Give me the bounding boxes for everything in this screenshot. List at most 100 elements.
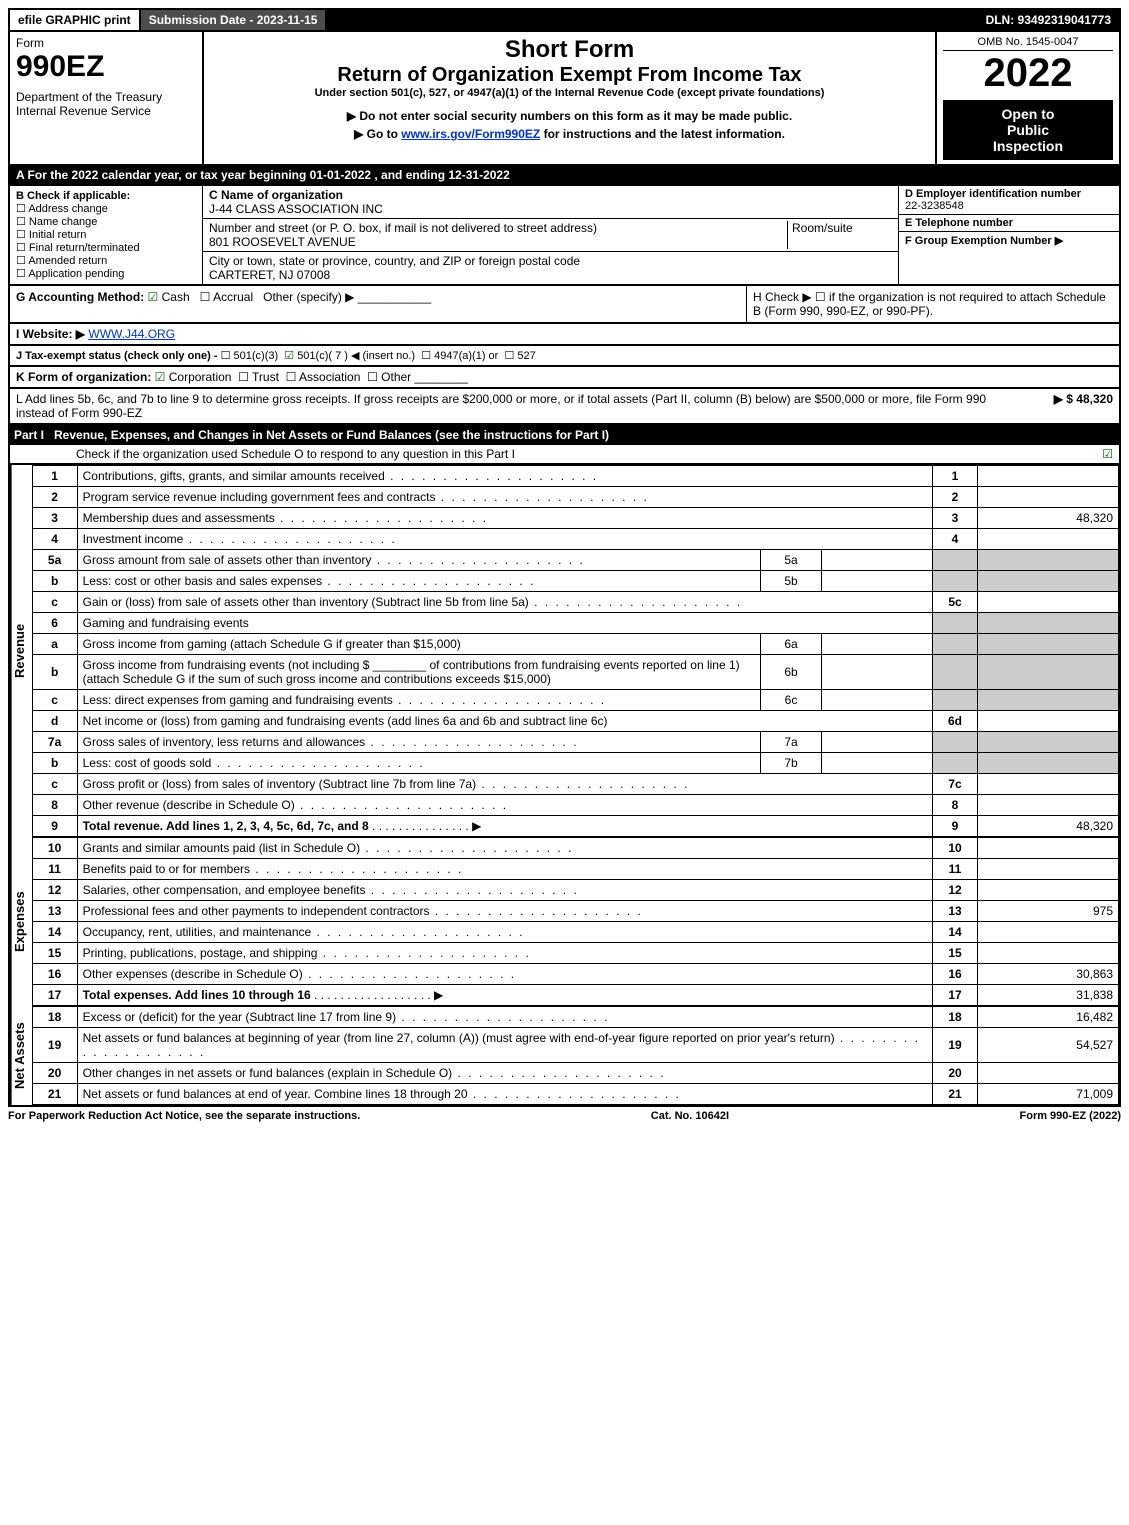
revenue-table: 1Contributions, gifts, grants, and simil…	[32, 465, 1119, 837]
city-row: City or town, state or province, country…	[203, 252, 898, 284]
chk-schedule-o[interactable]	[1102, 447, 1113, 461]
street-label: Number and street (or P. O. box, if mail…	[209, 221, 597, 235]
irs-label: Internal Revenue Service	[16, 104, 196, 118]
omb-number: OMB No. 1545-0047	[943, 36, 1113, 51]
city-label: City or town, state or province, country…	[209, 254, 580, 268]
chk-pending[interactable]: Application pending	[16, 267, 196, 280]
chk-address[interactable]: Address change	[16, 202, 196, 215]
section-g: G Accounting Method: Cash Accrual Other …	[10, 286, 747, 322]
ssn-note: ▶ Do not enter social security numbers o…	[210, 109, 929, 123]
section-e: E Telephone number	[899, 215, 1119, 232]
section-f: F Group Exemption Number ▶	[899, 232, 1119, 249]
website-link[interactable]: WWW.J44.ORG	[88, 327, 175, 341]
chk-4947[interactable]	[421, 350, 434, 362]
line-12: 12Salaries, other compensation, and empl…	[32, 880, 1118, 901]
line-21: 21Net assets or fund balances at end of …	[32, 1084, 1118, 1105]
return-title: Return of Organization Exempt From Incom…	[210, 64, 929, 87]
street-row: Number and street (or P. O. box, if mail…	[203, 219, 898, 252]
section-k: K Form of organization: Corporation Trus…	[8, 367, 1121, 389]
tax-year: 2022	[943, 51, 1113, 96]
submission-date: Submission Date - 2023-11-15	[141, 10, 328, 30]
section-h: H Check ▶ ☐ if the organization is not r…	[747, 286, 1119, 322]
chk-initial[interactable]: Initial return	[16, 228, 196, 241]
chk-501c[interactable]	[284, 350, 297, 362]
line-5b: bLess: cost or other basis and sales exp…	[32, 571, 1118, 592]
part1-header: Part I Revenue, Expenses, and Changes in…	[8, 425, 1121, 445]
title-right: OMB No. 1545-0047 2022 Open to Public In…	[935, 32, 1119, 164]
chk-other-org[interactable]	[367, 370, 381, 384]
line-8: 8Other revenue (describe in Schedule O)8	[32, 795, 1118, 816]
section-j: J Tax-exempt status (check only one) - 5…	[8, 346, 1121, 367]
chk-amended[interactable]: Amended return	[16, 254, 196, 267]
chk-501c3[interactable]	[221, 350, 234, 362]
expenses-section: Expenses 10Grants and similar amounts pa…	[8, 837, 1121, 1006]
expenses-table: 10Grants and similar amounts paid (list …	[32, 837, 1119, 1006]
line-14: 14Occupancy, rent, utilities, and mainte…	[32, 922, 1118, 943]
inspection-l2: Public	[949, 122, 1107, 138]
line-6a: aGross income from gaming (attach Schedu…	[32, 634, 1118, 655]
line-5a: 5aGross amount from sale of assets other…	[32, 550, 1118, 571]
line-11: 11Benefits paid to or for members11	[32, 859, 1118, 880]
dept-treasury: Department of the Treasury	[16, 90, 196, 104]
line-19: 19Net assets or fund balances at beginni…	[32, 1028, 1118, 1063]
revenue-side-label: Revenue	[10, 465, 32, 837]
title-center: Short Form Return of Organization Exempt…	[204, 32, 935, 164]
chk-cash[interactable]	[148, 290, 162, 304]
line-4: 4Investment income4	[32, 529, 1118, 550]
city-value: CARTERET, NJ 07008	[209, 268, 330, 282]
line-3: 3Membership dues and assessments348,320	[32, 508, 1118, 529]
gh-row: G Accounting Method: Cash Accrual Other …	[8, 286, 1121, 324]
part1-label: Part I	[14, 428, 54, 442]
goto-note: ▶ Go to www.irs.gov/Form990EZ for instru…	[210, 127, 929, 141]
line-20: 20Other changes in net assets or fund ba…	[32, 1063, 1118, 1084]
efile-label: efile GRAPHIC print	[10, 10, 141, 30]
chk-corp[interactable]	[155, 370, 169, 384]
line-17: 17Total expenses. Add lines 10 through 1…	[32, 985, 1118, 1006]
org-name: J-44 CLASS ASSOCIATION INC	[209, 202, 383, 216]
dln-number: DLN: 93492319041773	[978, 10, 1119, 30]
netassets-section: Net Assets 18Excess or (deficit) for the…	[8, 1006, 1121, 1107]
line-9: 9Total revenue. Add lines 1, 2, 3, 4, 5c…	[32, 816, 1118, 837]
chk-assoc[interactable]	[286, 370, 299, 384]
line-7c: cGross profit or (loss) from sales of in…	[32, 774, 1118, 795]
section-c: C Name of organization J-44 CLASS ASSOCI…	[203, 186, 899, 284]
line-7b: bLess: cost of goods sold7b	[32, 753, 1118, 774]
line-6d: dNet income or (loss) from gaming and fu…	[32, 711, 1118, 732]
footer-center: Cat. No. 10642I	[651, 1110, 729, 1122]
section-i: I Website: ▶ WWW.J44.ORG	[8, 324, 1121, 346]
revenue-section: Revenue 1Contributions, gifts, grants, a…	[8, 465, 1121, 837]
section-l-amount: ▶ $ 48,320	[993, 392, 1113, 420]
chk-527[interactable]	[504, 350, 517, 362]
line-7a: 7aGross sales of inventory, less returns…	[32, 732, 1118, 753]
chk-name[interactable]: Name change	[16, 215, 196, 228]
chk-accrual[interactable]	[200, 290, 213, 304]
footer-right: Form 990-EZ (2022)	[1020, 1110, 1121, 1122]
chk-final[interactable]: Final return/terminated	[16, 241, 196, 254]
irs-link[interactable]: www.irs.gov/Form990EZ	[401, 127, 540, 141]
line-2: 2Program service revenue including gover…	[32, 487, 1118, 508]
line-18: 18Excess or (deficit) for the year (Subt…	[32, 1007, 1118, 1028]
header-bar: efile GRAPHIC print Submission Date - 20…	[8, 8, 1121, 32]
title-block: Form 990EZ Department of the Treasury In…	[8, 32, 1121, 166]
c-name-label: C Name of organization	[209, 188, 343, 202]
section-def: D Employer identification number 22-3238…	[899, 186, 1119, 284]
footer-left: For Paperwork Reduction Act Notice, see …	[8, 1110, 360, 1122]
inspection-l1: Open to	[949, 106, 1107, 122]
form-word: Form	[16, 36, 196, 50]
section-l: L Add lines 5b, 6c, and 7b to line 9 to …	[8, 389, 1121, 425]
section-a: A For the 2022 calendar year, or tax yea…	[8, 166, 1121, 186]
d-label: D Employer identification number	[905, 188, 1081, 200]
chk-trust[interactable]	[238, 370, 252, 384]
short-form-title: Short Form	[210, 36, 929, 64]
room-label: Room/suite	[792, 221, 853, 235]
part1-check-row: Check if the organization used Schedule …	[8, 445, 1121, 465]
inspection-l3: Inspection	[949, 138, 1107, 154]
part1-check-text: Check if the organization used Schedule …	[16, 447, 1102, 461]
f-label: F Group Exemption Number ▶	[905, 235, 1063, 247]
street-value: 801 ROOSEVELT AVENUE	[209, 235, 356, 249]
line-16: 16Other expenses (describe in Schedule O…	[32, 964, 1118, 985]
line-6c: cLess: direct expenses from gaming and f…	[32, 690, 1118, 711]
inspection-box: Open to Public Inspection	[943, 100, 1113, 160]
e-label: E Telephone number	[905, 217, 1013, 229]
under-section: Under section 501(c), 527, or 4947(a)(1)…	[210, 87, 929, 99]
